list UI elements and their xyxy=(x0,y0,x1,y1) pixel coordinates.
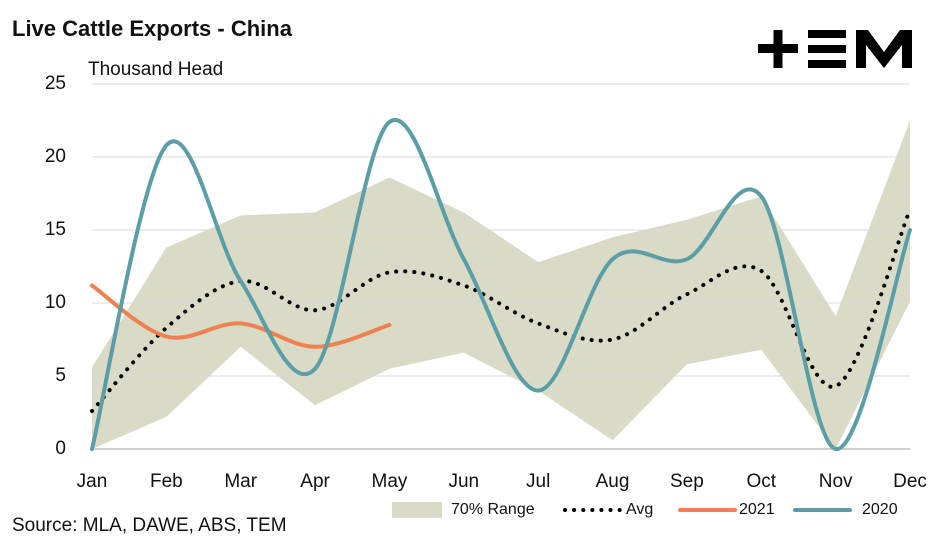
legend-swatch xyxy=(392,502,442,518)
x-tick-label: Jan xyxy=(77,471,108,492)
legend-label: 2020 xyxy=(862,501,898,518)
x-tick-label: Aug xyxy=(596,471,630,492)
y-tick-label: 10 xyxy=(45,292,66,313)
x-tick-label: Dec xyxy=(893,471,927,492)
y-tick-label: 0 xyxy=(55,438,66,459)
range-band xyxy=(92,120,910,449)
y-tick-label: 15 xyxy=(45,219,66,240)
legend-label: 2021 xyxy=(739,501,775,518)
series-line xyxy=(90,283,392,349)
x-tick-label: Mar xyxy=(224,471,257,492)
y-tick-label: 20 xyxy=(45,146,66,167)
x-tick-label: Sep xyxy=(670,471,704,492)
x-tick-label: Feb xyxy=(150,471,183,492)
chart-subtitle: Thousand Head xyxy=(88,59,223,80)
chart-title: Live Cattle Exports - China xyxy=(12,16,293,41)
y-tick-label: 25 xyxy=(45,73,66,94)
x-tick-label: Oct xyxy=(746,471,776,492)
logo xyxy=(758,30,912,68)
source-note: Source: MLA, DAWE, ABS, TEM xyxy=(12,515,287,536)
x-tick-label: Jun xyxy=(448,471,479,492)
x-tick-label: Nov xyxy=(819,471,853,492)
legend-label: Avg xyxy=(626,501,653,518)
y-tick-label: 5 xyxy=(55,365,66,386)
legend-label: 70% Range xyxy=(451,501,535,518)
x-tick-label: May xyxy=(372,471,408,492)
x-tick-label: Apr xyxy=(300,471,330,492)
x-tick-label: Jul xyxy=(526,471,550,492)
series-line xyxy=(90,118,912,451)
